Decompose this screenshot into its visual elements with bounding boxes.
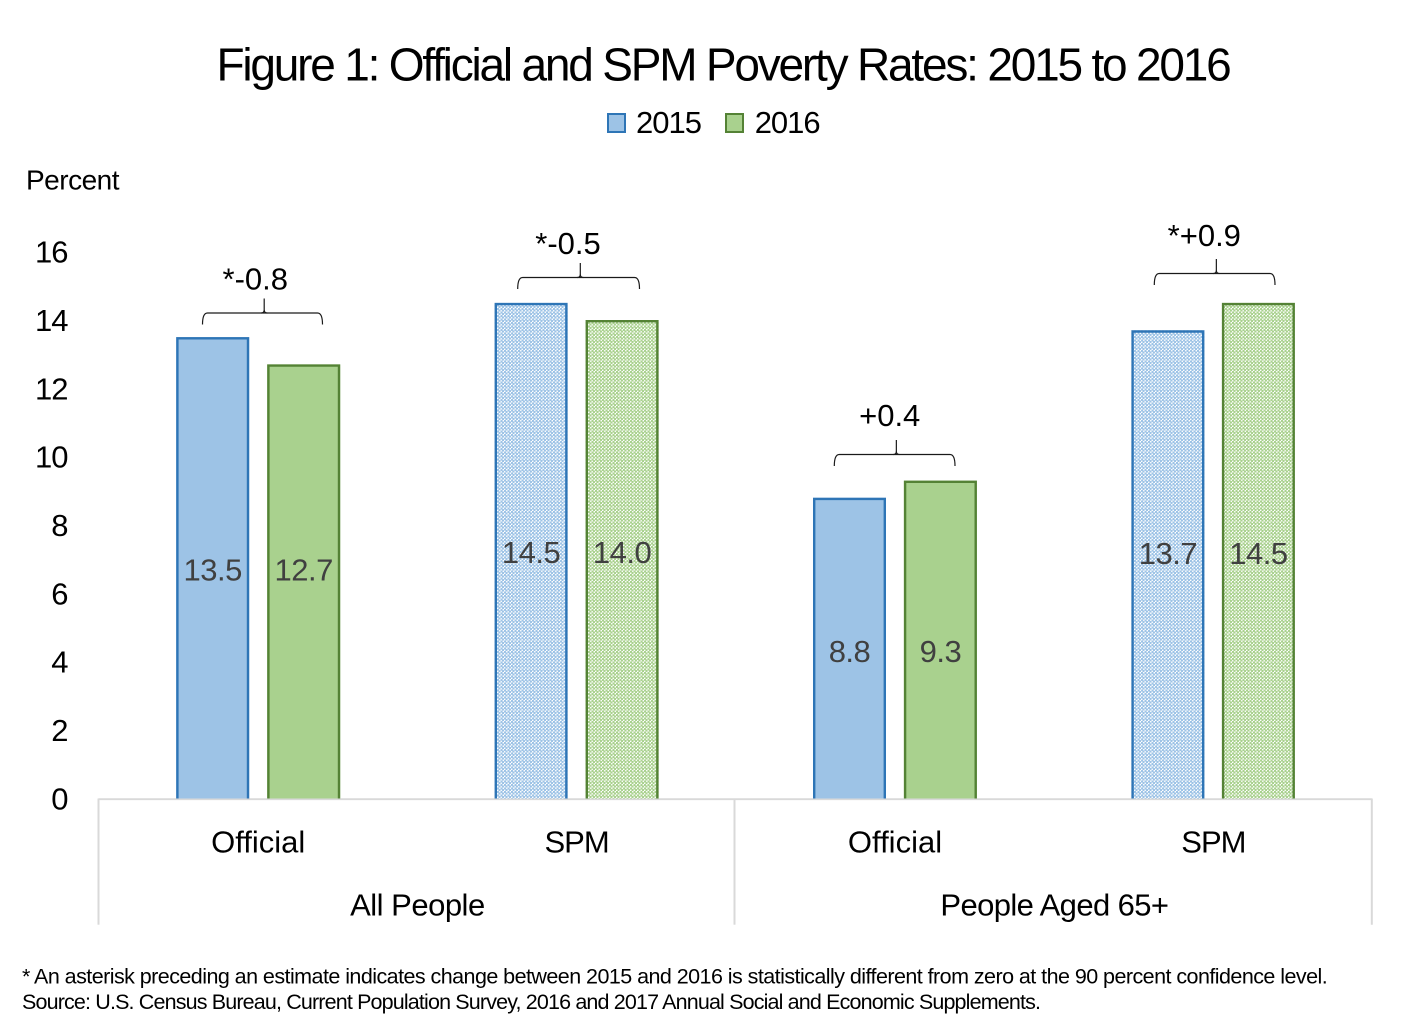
svg-text:2015: 2015 — [636, 105, 701, 140]
svg-text:SPM: SPM — [1181, 824, 1245, 859]
svg-text:*-0.8: *-0.8 — [223, 261, 288, 296]
svg-text:12: 12 — [35, 371, 67, 406]
svg-text:*+0.9: *+0.9 — [1168, 218, 1241, 253]
svg-text:16: 16 — [35, 235, 67, 270]
svg-text:*-0.5: *-0.5 — [535, 226, 600, 261]
svg-text:6: 6 — [51, 576, 67, 611]
svg-text:SPM: SPM — [545, 824, 609, 859]
svg-text:* An asterisk preceding an est: * An asterisk preceding an estimate indi… — [22, 964, 1327, 988]
svg-text:Official: Official — [848, 824, 942, 859]
svg-text:8.8: 8.8 — [829, 634, 871, 669]
svg-text:Source: U.S. Census Bureau, Cu: Source: U.S. Census Bureau, Current Popu… — [22, 990, 1040, 1014]
svg-text:+0.4: +0.4 — [859, 398, 920, 433]
svg-text:13.7: 13.7 — [1139, 536, 1197, 571]
svg-text:13.5: 13.5 — [184, 553, 242, 588]
svg-text:14.5: 14.5 — [502, 535, 560, 570]
svg-text:9.3: 9.3 — [920, 634, 962, 669]
svg-text:Figure 1: Official and SPM Pov: Figure 1: Official and SPM Poverty Rates… — [216, 39, 1230, 91]
svg-text:4: 4 — [51, 645, 68, 680]
svg-text:All People: All People — [350, 887, 485, 922]
svg-text:Percent: Percent — [26, 164, 120, 195]
svg-text:People Aged 65+: People Aged 65+ — [940, 887, 1168, 922]
svg-text:14: 14 — [35, 303, 68, 338]
svg-text:14.5: 14.5 — [1229, 536, 1287, 571]
svg-text:Official: Official — [211, 824, 305, 859]
svg-text:0: 0 — [51, 781, 68, 816]
svg-text:2: 2 — [51, 713, 67, 748]
svg-text:14.0: 14.0 — [593, 535, 652, 570]
svg-text:8: 8 — [51, 508, 67, 543]
svg-text:2016: 2016 — [755, 105, 820, 140]
svg-text:10: 10 — [35, 440, 68, 475]
svg-text:12.7: 12.7 — [275, 553, 333, 588]
